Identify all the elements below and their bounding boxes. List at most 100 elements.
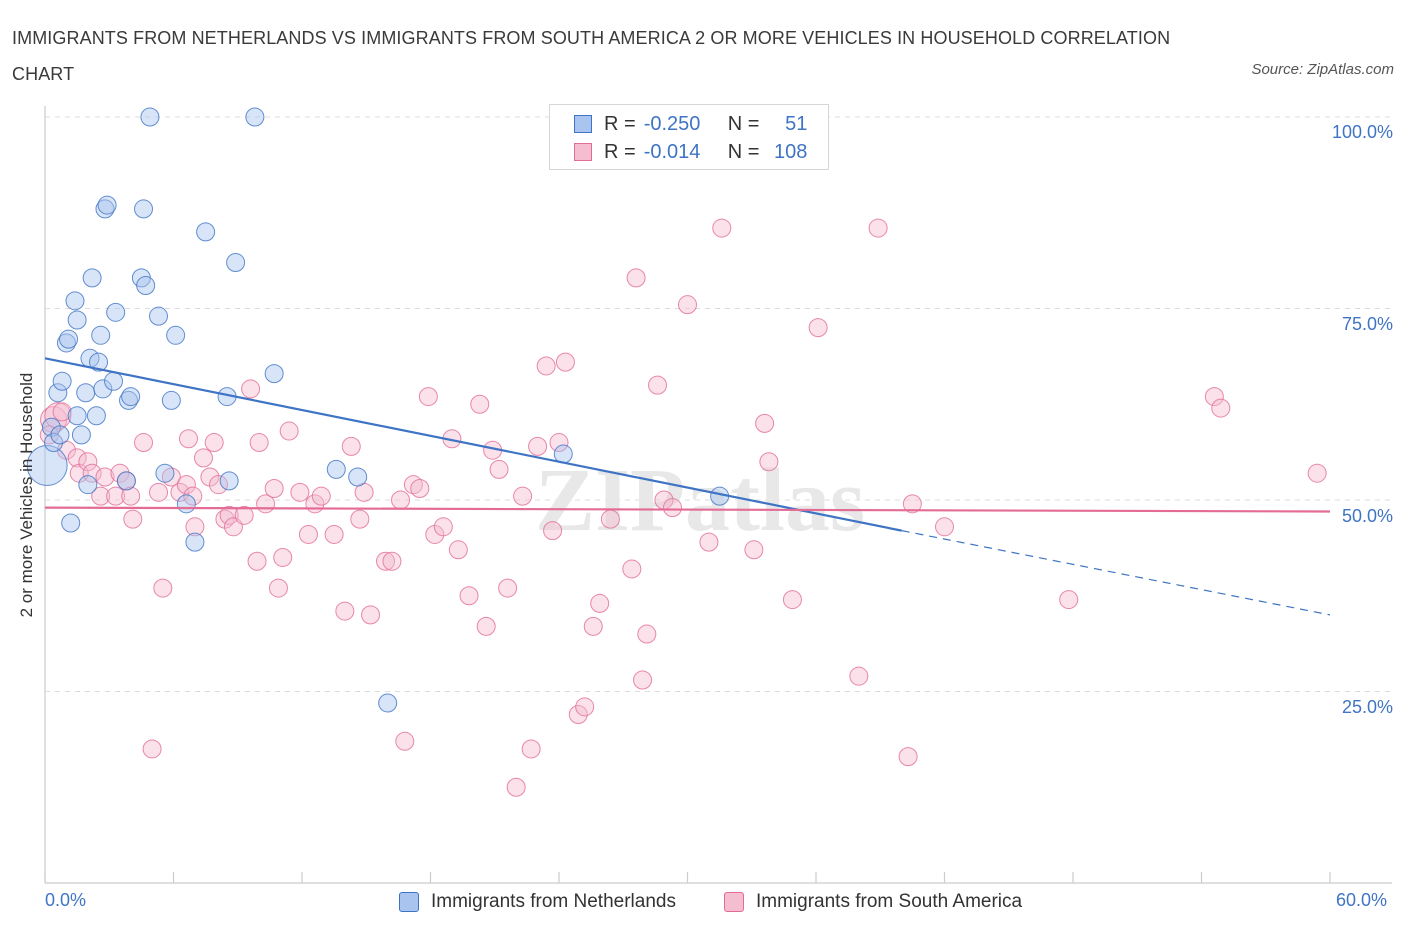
pink-point [549, 433, 569, 453]
blue-point [348, 467, 368, 487]
pink-point [759, 452, 779, 472]
pink-point [868, 218, 888, 238]
bottom-legend-blue[interactable]: Immigrants from Netherlands [399, 889, 676, 915]
pink-point [395, 731, 415, 751]
blue-r-label: R = [604, 112, 636, 135]
pink-swatch [574, 143, 592, 161]
blue-point [219, 471, 239, 491]
bottom-pink-swatch [724, 892, 744, 912]
pink-point [142, 739, 162, 759]
blue-point [116, 471, 136, 491]
blue-point [196, 222, 216, 242]
pink-point [149, 482, 169, 502]
blue-point [264, 364, 284, 384]
pink-point [67, 448, 87, 468]
pink-point [555, 352, 575, 372]
blue-point [140, 107, 160, 127]
pink-point [583, 616, 603, 636]
pink-point [298, 524, 318, 544]
pink-point [712, 218, 732, 238]
pink-point [121, 486, 141, 506]
blue-trend-dashed [901, 530, 1331, 616]
pink-point [183, 486, 203, 506]
pink-point [935, 517, 954, 537]
pink-point [204, 433, 224, 453]
pink-point [264, 479, 284, 499]
pink-point [849, 666, 869, 686]
blue-point [91, 325, 111, 345]
blue-point [136, 276, 156, 296]
x-tick-max: 60.0% [1336, 890, 1388, 910]
pink-point [506, 777, 526, 797]
pink-n-label: N = [727, 140, 760, 163]
pink-point [376, 551, 396, 571]
pink-point [185, 517, 205, 537]
pink-point [528, 436, 548, 456]
pink-point [123, 509, 143, 529]
pink-point [382, 551, 402, 571]
pink-point [153, 578, 173, 598]
pink-point [637, 624, 657, 644]
pink-point [898, 747, 918, 767]
blue-point [52, 371, 72, 391]
blue-point [50, 425, 70, 445]
pink-point [459, 586, 479, 606]
pink-point [590, 593, 610, 613]
source-label: Source: ZipAtlas.com [1251, 61, 1394, 78]
pink-point [1059, 590, 1079, 610]
pink-point [52, 402, 72, 422]
pink-point [536, 356, 556, 376]
pink-r-value: -0.014 [643, 140, 701, 163]
pink-point [418, 387, 438, 407]
blue-n-value: 51 [785, 112, 808, 135]
gridlines [45, 116, 1392, 692]
stats-legend: R = -0.250 N = 51 R = -0.014 N = 108 [549, 104, 829, 170]
blue-point [161, 390, 181, 410]
pink-point [273, 547, 293, 567]
blue-point [106, 302, 126, 322]
blue-point [93, 379, 113, 399]
pink-point [678, 295, 697, 315]
pink-point [433, 517, 453, 537]
pink-point [808, 318, 828, 338]
blue-point [44, 433, 64, 453]
bottom-legend-pink[interactable]: Immigrants from South America [724, 889, 1022, 915]
y-tick-50: 50.0% [1341, 506, 1393, 526]
pink-point [568, 704, 588, 724]
pink-point [176, 475, 196, 495]
pink-point [470, 394, 490, 414]
blue-point [82, 268, 102, 288]
pink-point [498, 578, 518, 598]
pink-point [1307, 463, 1327, 483]
pink-point [234, 505, 254, 525]
pink-point [91, 486, 111, 506]
pink-point [633, 670, 653, 690]
pink-point [268, 578, 288, 598]
pink-point [178, 429, 198, 449]
pink-point [513, 486, 533, 506]
blue-point [65, 291, 85, 311]
y-tick-25: 25.0% [1341, 697, 1393, 717]
blue-point [71, 425, 91, 445]
pink-point [902, 494, 922, 514]
pink-point [391, 490, 411, 510]
blue-swatch [574, 115, 592, 133]
y-tick-75: 75.0% [1341, 314, 1393, 334]
blue-point [48, 383, 68, 403]
pink-point [410, 479, 430, 499]
pink-point [208, 475, 228, 495]
pink-point [699, 532, 719, 552]
pink-point [543, 521, 563, 541]
pink-point [44, 402, 72, 430]
pink-point [219, 505, 239, 525]
pink-point [361, 605, 381, 625]
y-axis-label: 2 or more Vehicles in Household [17, 372, 36, 618]
blue-point [185, 532, 205, 552]
pink-point [95, 467, 115, 487]
pink-point [241, 379, 261, 399]
blue-point [26, 445, 68, 487]
blue-r-value: -0.250 [643, 112, 701, 135]
pink-point [193, 448, 213, 468]
blue-point [76, 383, 96, 403]
